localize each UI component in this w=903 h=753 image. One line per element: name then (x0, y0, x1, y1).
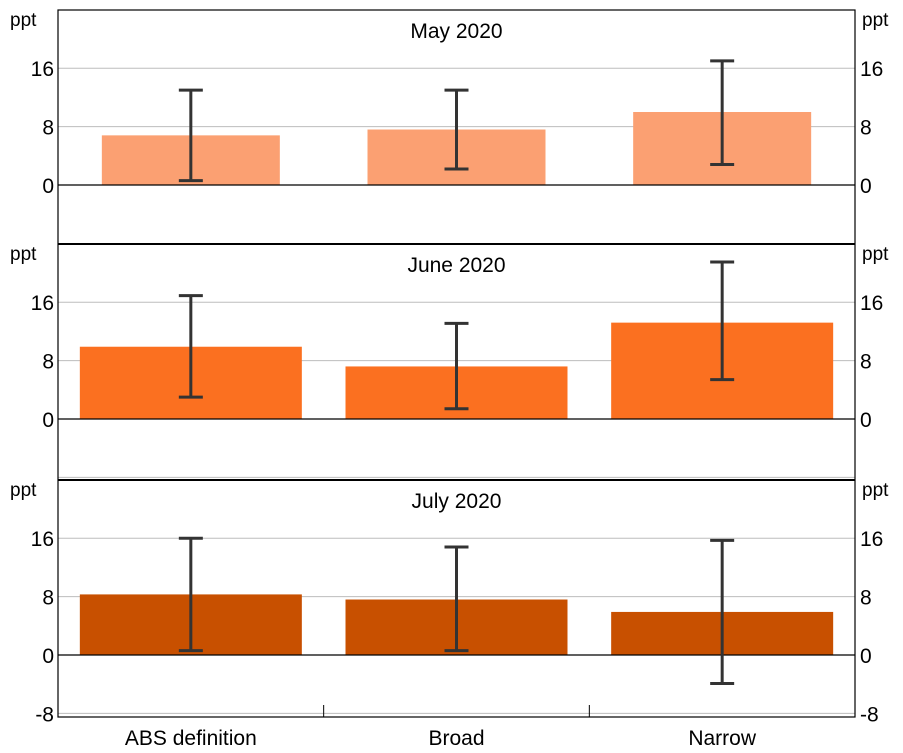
y-tick-label-right: 8 (860, 117, 872, 140)
y-unit-right: ppt (862, 244, 889, 265)
y-tick-label-right: 16 (860, 528, 883, 551)
y-tick-label-right: 0 (860, 175, 872, 198)
y-tick-label-left: 16 (31, 58, 54, 81)
y-tick-label-left: -8 (35, 703, 54, 726)
x-category-label: Broad (428, 727, 484, 750)
y-tick-label-left: 0 (42, 175, 54, 198)
x-category-label: Narrow (688, 727, 757, 750)
x-category-label: ABS definition (125, 727, 257, 750)
y-tick-label-right: 16 (860, 58, 883, 81)
y-tick-label-left: 8 (42, 351, 54, 374)
y-tick-label-left: 0 (42, 645, 54, 668)
panel-title: July 2020 (412, 490, 502, 513)
y-tick-label-right: 0 (860, 645, 872, 668)
y-tick-label-right: 0 (860, 409, 872, 432)
y-unit-left: ppt (10, 244, 37, 265)
panel-title: May 2020 (410, 20, 502, 43)
y-unit-right: ppt (862, 480, 889, 501)
y-tick-label-right: 8 (860, 351, 872, 374)
y-tick-label-left: 0 (42, 409, 54, 432)
y-tick-label-right: 16 (860, 292, 883, 315)
y-tick-label-right: 8 (860, 587, 872, 610)
y-tick-label-left: 8 (42, 587, 54, 610)
y-tick-label-right: -8 (860, 703, 879, 726)
y-unit-left: ppt (10, 480, 37, 501)
y-tick-label-left: 16 (31, 292, 54, 315)
panel-title: June 2020 (407, 254, 505, 277)
plot-frame (57, 9, 856, 718)
y-unit-right: ppt (862, 10, 889, 31)
y-unit-left: ppt (10, 10, 37, 31)
y-tick-label-left: 8 (42, 117, 54, 140)
y-tick-label-left: 16 (31, 528, 54, 551)
